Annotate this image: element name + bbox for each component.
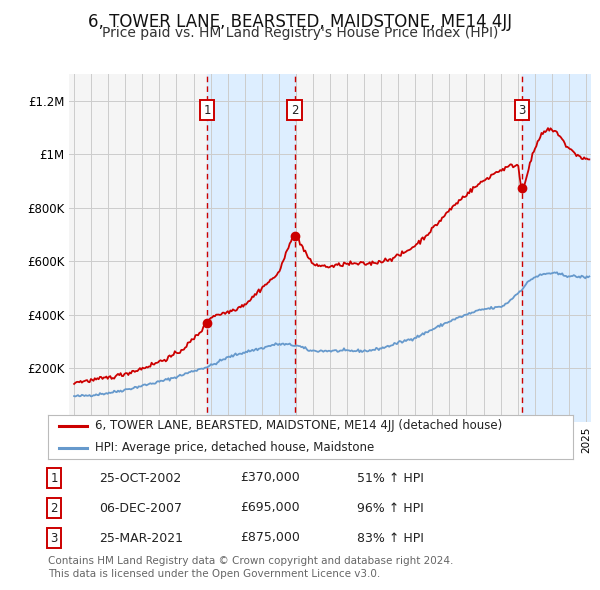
Text: 3: 3	[50, 532, 58, 545]
Text: 06-DEC-2007: 06-DEC-2007	[99, 502, 182, 514]
Text: 25-OCT-2002: 25-OCT-2002	[99, 471, 181, 484]
Text: £695,000: £695,000	[240, 502, 299, 514]
Text: 3: 3	[518, 104, 525, 117]
Text: 51% ↑ HPI: 51% ↑ HPI	[357, 471, 424, 484]
Text: 2: 2	[291, 104, 298, 117]
Text: Price paid vs. HM Land Registry's House Price Index (HPI): Price paid vs. HM Land Registry's House …	[102, 26, 498, 40]
Text: Contains HM Land Registry data © Crown copyright and database right 2024.: Contains HM Land Registry data © Crown c…	[48, 556, 454, 566]
Text: £370,000: £370,000	[240, 471, 300, 484]
Text: 96% ↑ HPI: 96% ↑ HPI	[357, 502, 424, 514]
Text: £875,000: £875,000	[240, 532, 300, 545]
Text: HPI: Average price, detached house, Maidstone: HPI: Average price, detached house, Maid…	[95, 441, 374, 454]
Bar	[521, 74, 591, 422]
Text: 25-MAR-2021: 25-MAR-2021	[99, 532, 183, 545]
Text: 6, TOWER LANE, BEARSTED, MAIDSTONE, ME14 4JJ: 6, TOWER LANE, BEARSTED, MAIDSTONE, ME14…	[88, 13, 512, 31]
Text: 83% ↑ HPI: 83% ↑ HPI	[357, 532, 424, 545]
Text: 1: 1	[50, 471, 58, 484]
Text: 6, TOWER LANE, BEARSTED, MAIDSTONE, ME14 4JJ (detached house): 6, TOWER LANE, BEARSTED, MAIDSTONE, ME14…	[95, 419, 503, 432]
Text: 2: 2	[50, 502, 58, 514]
Text: 1: 1	[203, 104, 211, 117]
Text: This data is licensed under the Open Government Licence v3.0.: This data is licensed under the Open Gov…	[48, 569, 380, 579]
Bar	[208, 74, 295, 422]
